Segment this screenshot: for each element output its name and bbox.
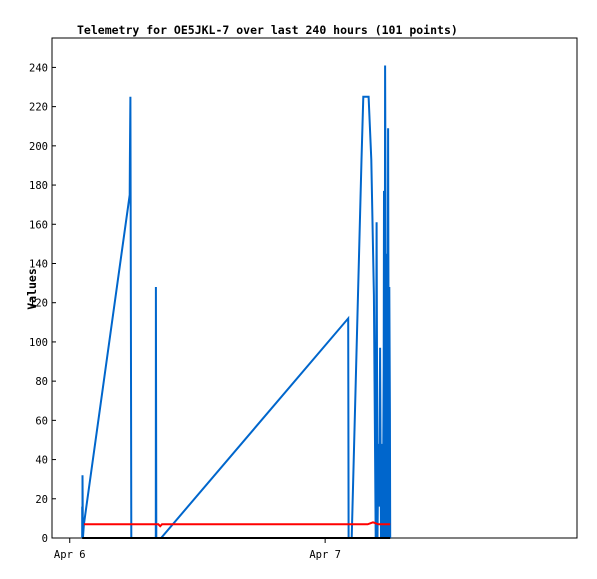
series-layer (81, 65, 392, 539)
plot-frame (51, 37, 578, 539)
y-tick-label: 120 (29, 298, 48, 310)
y-tick-label: 100 (29, 337, 48, 349)
y-tick-label: 60 (35, 415, 48, 427)
series-line-0 (81, 65, 392, 539)
y-tick-label: 0 (42, 533, 48, 545)
chart-title: Telemetry for OE5JKL-7 over last 240 hou… (77, 23, 458, 37)
y-tick-label: 40 (35, 455, 48, 467)
x-tick-label: Apr 6 (54, 549, 86, 561)
x-tick-label: Apr 7 (309, 549, 341, 561)
y-tick-label: 140 (29, 258, 48, 270)
series-line-1 (83, 521, 391, 528)
y-tick-label: 240 (29, 62, 48, 74)
y-tick-label: 200 (29, 141, 48, 153)
y-axis-label: Values (25, 268, 39, 310)
y-tick-label: 180 (29, 180, 48, 192)
y-tick-label: 220 (29, 102, 48, 114)
y-tick-label: 20 (35, 494, 48, 506)
x-axis-ticks: Apr 6 Apr 7 (54, 538, 341, 561)
y-tick-label: 80 (35, 376, 48, 388)
y-tick-label: 160 (29, 219, 48, 231)
y-axis-ticks: 0 20 40 60 80 100 120 140 160 180 200 220 240 (29, 62, 56, 545)
